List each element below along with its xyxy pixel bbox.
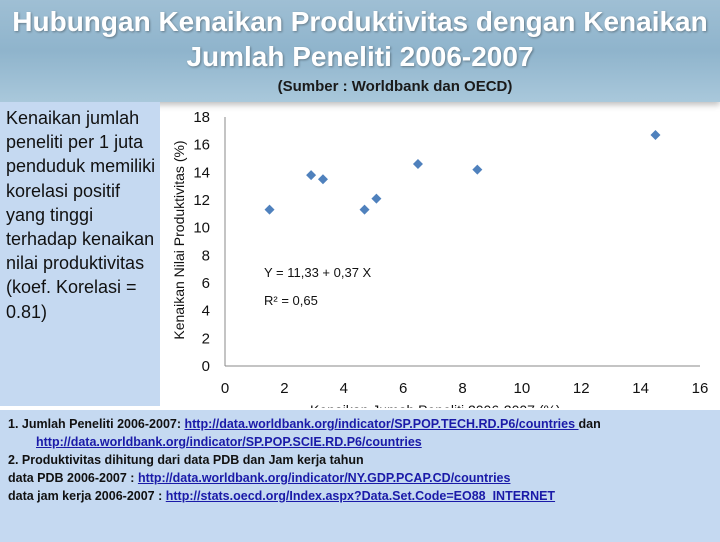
y-tick-label: 6 xyxy=(202,275,210,292)
title-banner: Hubungan Kenaikan Produktivitas dengan K… xyxy=(0,0,720,102)
y-tick-labels: 0 2 4 6 8 10 12 14 16 18 xyxy=(193,109,210,375)
slide-title: Hubungan Kenaikan Produktivitas dengan K… xyxy=(0,4,720,74)
y-tick-label: 10 xyxy=(193,220,210,237)
footnote-1-cont: http://data.worldbank.org/indicator/SP.P… xyxy=(36,434,422,452)
data-point xyxy=(359,204,370,215)
left-panel-text: Kenaikan jumlah peneliti per 1 juta pend… xyxy=(6,108,156,322)
data-point xyxy=(472,164,483,175)
x-tick-label: 8 xyxy=(458,380,466,397)
footnote-1: 1. Jumlah Peneliti 2006-2007: http://dat… xyxy=(8,416,601,434)
worldbank-scie-link[interactable]: http://data.worldbank.org/indicator/SP.P… xyxy=(36,435,422,449)
left-text-panel xyxy=(0,102,160,406)
data-point xyxy=(371,193,382,204)
regression-equation: Y = 11,33 + 0,37 X xyxy=(264,265,372,280)
data-points xyxy=(264,129,661,215)
x-tick-label: 4 xyxy=(340,380,348,397)
footnote-pdb-text: data PDB 2006-2007 : xyxy=(8,471,138,485)
x-tick-label: 6 xyxy=(399,380,407,397)
y-tick-label: 12 xyxy=(193,192,210,209)
x-tick-label: 14 xyxy=(632,380,649,397)
footnote-hours-text: data jam kerja 2006-2007 : xyxy=(8,489,166,503)
footnote-2: 2. Produktivitas dihitung dari data PDB … xyxy=(8,453,364,467)
worldbank-tech-link[interactable]: http://data.worldbank.org/indicator/SP.P… xyxy=(184,417,579,431)
data-point xyxy=(317,174,328,185)
y-tick-label: 14 xyxy=(193,164,210,181)
source-caption: (Sumber : Worldbank dan OECD) xyxy=(277,78,513,95)
data-point xyxy=(650,129,661,140)
data-point xyxy=(306,170,317,181)
title-line-1: Hubungan Kenaikan Produktivitas dengan K… xyxy=(12,6,708,37)
title-line-2: Jumlah Peneliti 2006-2007 xyxy=(186,41,534,72)
worldbank-gdp-link[interactable]: http://data.worldbank.org/indicator/NY.G… xyxy=(137,471,511,485)
data-point xyxy=(412,159,423,170)
footnote-pdb: data PDB 2006-2007 : http://data.worldba… xyxy=(8,470,510,488)
footnotes: 1. Jumlah Peneliti 2006-2007: http://dat… xyxy=(0,408,720,542)
x-tick-label: 12 xyxy=(573,380,590,397)
footnote-1-text: 1. Jumlah Peneliti 2006-2007: xyxy=(8,417,185,431)
data-point xyxy=(264,204,275,215)
footnote-hours: data jam kerja 2006-2007 : http://stats.… xyxy=(8,488,555,506)
y-tick-label: 16 xyxy=(193,137,210,154)
y-tick-label: 0 xyxy=(202,358,210,375)
y-tick-label: 18 xyxy=(193,109,210,126)
oecd-stats-link[interactable]: http://stats.oecd.org/Index.aspx?Data.Se… xyxy=(165,489,556,503)
r-squared-label: R² = 0,65 xyxy=(264,293,318,308)
y-tick-label: 2 xyxy=(202,330,210,347)
footnote-1-suffix: dan xyxy=(578,417,601,431)
x-tick-label: 16 xyxy=(692,380,709,397)
y-tick-label: 8 xyxy=(202,247,210,264)
x-tick-labels: 0 2 4 6 8 10 12 14 16 xyxy=(221,380,709,397)
x-tick-label: 10 xyxy=(514,380,531,397)
y-tick-label: 4 xyxy=(202,303,210,320)
x-tick-label: 2 xyxy=(280,380,288,397)
x-tick-label: 0 xyxy=(221,380,229,397)
